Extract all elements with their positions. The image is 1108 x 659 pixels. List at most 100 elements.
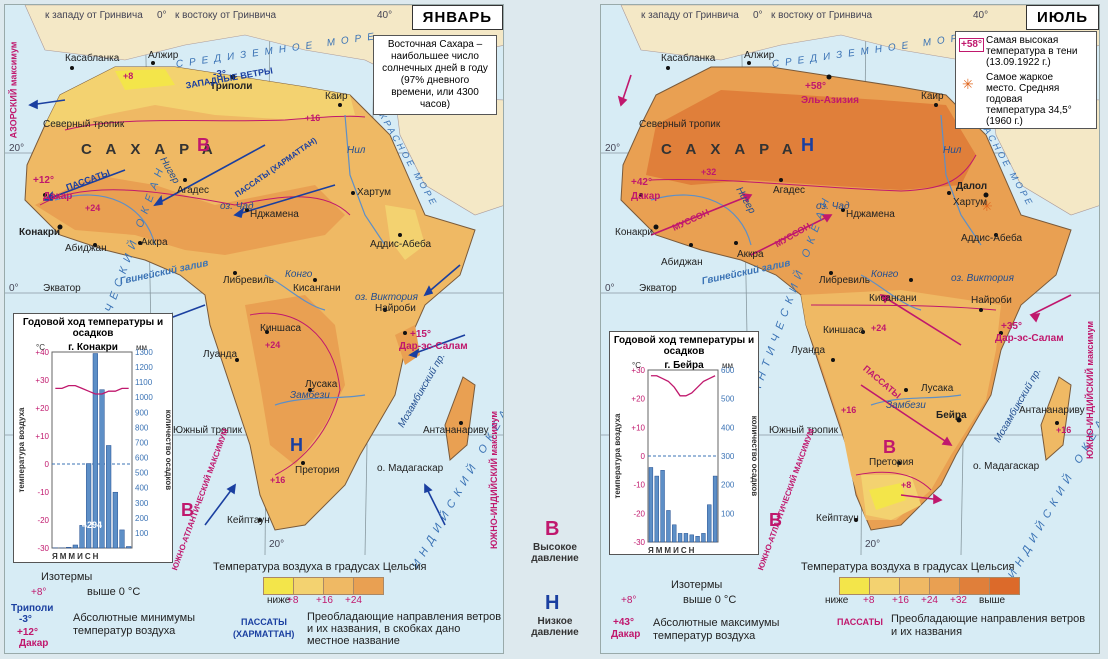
wind-desc: Преобладающие направления ветров и их на… bbox=[891, 613, 1086, 638]
climograph-beira: Годовой ход температуры и осадков г. Бей… bbox=[609, 331, 759, 555]
isotherm-label: +24 bbox=[85, 203, 101, 213]
precip-axis-label: количество осадков bbox=[164, 410, 172, 491]
temp-axis-label: температура воздуха bbox=[17, 407, 26, 493]
precip-bar bbox=[66, 546, 72, 549]
high-pressure-atlantic: В bbox=[181, 500, 194, 520]
africa-map-january bbox=[5, 5, 503, 556]
sun-icon: ✳ bbox=[962, 76, 974, 92]
scale-tick: +16 bbox=[892, 595, 909, 606]
isotherm-desc: выше 0 °С bbox=[87, 586, 141, 598]
precip-bar bbox=[72, 544, 78, 549]
temp-tick: -10 bbox=[633, 481, 645, 490]
wind-sample: ПАССАТЫ bbox=[837, 617, 883, 627]
isotherm-sample: +8° bbox=[31, 587, 47, 598]
center-low: Н bbox=[545, 592, 560, 614]
city: Найроби bbox=[375, 303, 416, 314]
sahara-letter: А bbox=[201, 141, 227, 158]
record-shade: Самая высокая температура в тени (13.09.… bbox=[986, 35, 1078, 68]
precip-tick: 300 bbox=[721, 452, 735, 461]
equator: Экватор bbox=[43, 283, 81, 294]
north-tropic: Северный тропик bbox=[639, 119, 721, 130]
azores-max: АЗОРСКИЙ максимум bbox=[8, 41, 19, 139]
precip-bar bbox=[92, 353, 98, 549]
july-map: ✳ к западу от Гринвича 0° к востоку от Г… bbox=[600, 4, 1100, 654]
temp-line bbox=[55, 384, 129, 395]
zero-meridian: 0° bbox=[157, 10, 167, 21]
precip-unit: мм bbox=[722, 361, 733, 370]
scale-24 bbox=[929, 577, 960, 595]
scale-tick: +24 bbox=[345, 595, 362, 606]
precip-tick: 1100 bbox=[135, 378, 153, 387]
city: Кейптаун bbox=[227, 515, 270, 526]
precip-bar bbox=[677, 533, 683, 543]
city: Нджамена bbox=[250, 209, 299, 220]
temp-tick: +20 bbox=[35, 404, 49, 413]
scale-below bbox=[263, 577, 294, 595]
isotherm-desc: выше 0 °С bbox=[683, 594, 737, 606]
city: Лусака bbox=[305, 379, 338, 390]
city: Антананариву bbox=[423, 425, 489, 436]
city: Алжир bbox=[744, 50, 775, 61]
scale-tick: ниже bbox=[267, 595, 291, 606]
scale-below bbox=[839, 577, 870, 595]
city: Касабланка bbox=[65, 53, 120, 64]
east-label: к востоку от Гринвича bbox=[771, 10, 873, 21]
precip-bar bbox=[666, 510, 671, 543]
sahara-letter: А bbox=[734, 141, 760, 158]
precip-axis-label: количество осадков bbox=[750, 416, 758, 497]
lat20-label: 20° bbox=[605, 143, 621, 154]
isotherm-sample: +8° bbox=[621, 595, 637, 606]
equator: Экватор bbox=[639, 283, 677, 294]
precip-bar bbox=[695, 536, 700, 543]
temp-tick: +10 bbox=[631, 423, 645, 432]
temp-tick: -20 bbox=[633, 509, 645, 518]
west-label: к западу от Гринвича bbox=[641, 10, 739, 21]
isotherm-label: +16 bbox=[270, 475, 286, 485]
sahara-letter: Х bbox=[130, 141, 155, 158]
isotherm-label: +8 bbox=[901, 480, 912, 490]
south-tropic: Южный тропик bbox=[173, 425, 242, 436]
sahara-letter: А bbox=[105, 141, 131, 158]
low-pressure-sahara: Н bbox=[801, 135, 814, 155]
north-tropic: Северный тропик bbox=[43, 119, 125, 130]
precip-tick: 400 bbox=[721, 423, 735, 432]
climo-plot: +40 +30 +20 +10 0 -10 -20 -30 1300 1200 1100 1000 90… bbox=[17, 343, 172, 561]
isotherm-label: +16 bbox=[1056, 425, 1072, 435]
city: Бейра bbox=[936, 410, 967, 421]
scale-tick: +16 bbox=[316, 595, 333, 606]
sahara-letter: Р bbox=[759, 141, 782, 158]
city: Претория bbox=[869, 457, 914, 468]
temp-tick: -20 bbox=[37, 516, 49, 525]
precip-tick: 1200 bbox=[135, 363, 153, 372]
scale-tick: +8 bbox=[287, 595, 299, 606]
sahara-letter: А bbox=[781, 141, 807, 158]
sahara-letter: С bbox=[81, 141, 106, 158]
temp-tick: +20 bbox=[631, 395, 645, 404]
precip-tick: 1300 bbox=[135, 348, 153, 357]
months-label: ЯММИСН bbox=[52, 552, 100, 561]
plot-frame bbox=[51, 351, 133, 549]
precip-tick: 700 bbox=[135, 438, 149, 447]
lon20-label: 20° bbox=[865, 539, 881, 550]
city: Кисангани bbox=[869, 293, 917, 304]
city: Аккра bbox=[141, 237, 168, 248]
city: Далол bbox=[956, 181, 988, 192]
precip-bar bbox=[126, 546, 132, 549]
precip-bar bbox=[106, 445, 112, 549]
city: Касабланка bbox=[661, 53, 716, 64]
south-ind-max: ЮЖНО-ИНДИЙСКИЙ максимум bbox=[1085, 321, 1095, 459]
abs-temp: -3° bbox=[213, 69, 226, 80]
city: Аддис-Абеба bbox=[370, 239, 432, 250]
isotherm-name: Изотермы bbox=[671, 579, 723, 591]
abs-sample: +12° bbox=[17, 627, 38, 638]
water-feature: Замбези bbox=[290, 390, 330, 401]
city: о. Мадагаскар bbox=[973, 461, 1040, 472]
climo-plot: +30 +20 +10 0 -10 -20 -30 600 500 400 300 200 100 152… bbox=[613, 361, 758, 555]
lat0-label: 0° bbox=[9, 283, 19, 294]
precip-tick: 800 bbox=[135, 423, 149, 432]
wind-sample: ПАССАТЫ bbox=[241, 617, 287, 627]
zero-meridian: 0° bbox=[753, 10, 763, 21]
scale-32 bbox=[959, 577, 990, 595]
abs-desc: Абсолютные максимумы температур воздуха bbox=[653, 617, 780, 642]
temp-tick: 0 bbox=[45, 460, 50, 469]
